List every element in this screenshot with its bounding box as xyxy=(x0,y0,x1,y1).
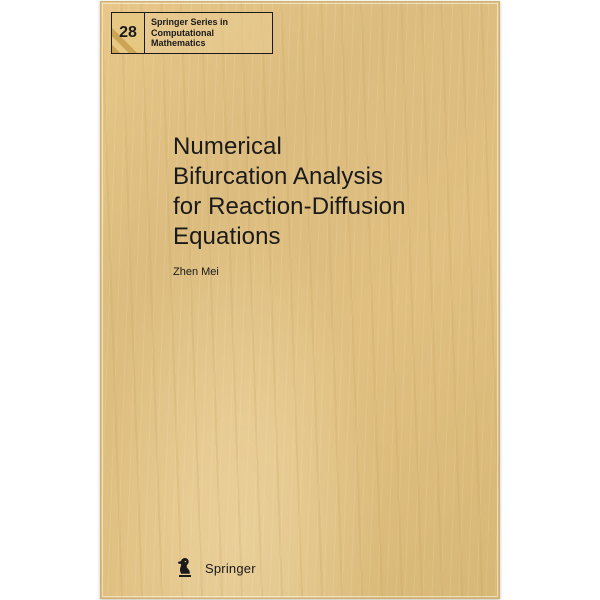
series-volume-number: 28 xyxy=(112,13,145,53)
series-box: 28 Springer Series in Computational Math… xyxy=(111,12,273,54)
book-author: Zhen Mei xyxy=(173,266,469,278)
publisher-name: Springer xyxy=(205,561,256,576)
cover-texture xyxy=(101,2,499,598)
series-name: Springer Series in Computational Mathema… xyxy=(145,17,272,49)
page-container: 28 Springer Series in Computational Math… xyxy=(0,0,600,600)
title-block: Numerical Bifurcation Analysis for React… xyxy=(173,132,469,278)
publisher-block: Springer xyxy=(173,556,256,580)
book-title: Numerical Bifurcation Analysis for React… xyxy=(173,132,469,252)
book-cover: 28 Springer Series in Computational Math… xyxy=(100,1,500,599)
springer-horse-icon xyxy=(173,556,197,580)
